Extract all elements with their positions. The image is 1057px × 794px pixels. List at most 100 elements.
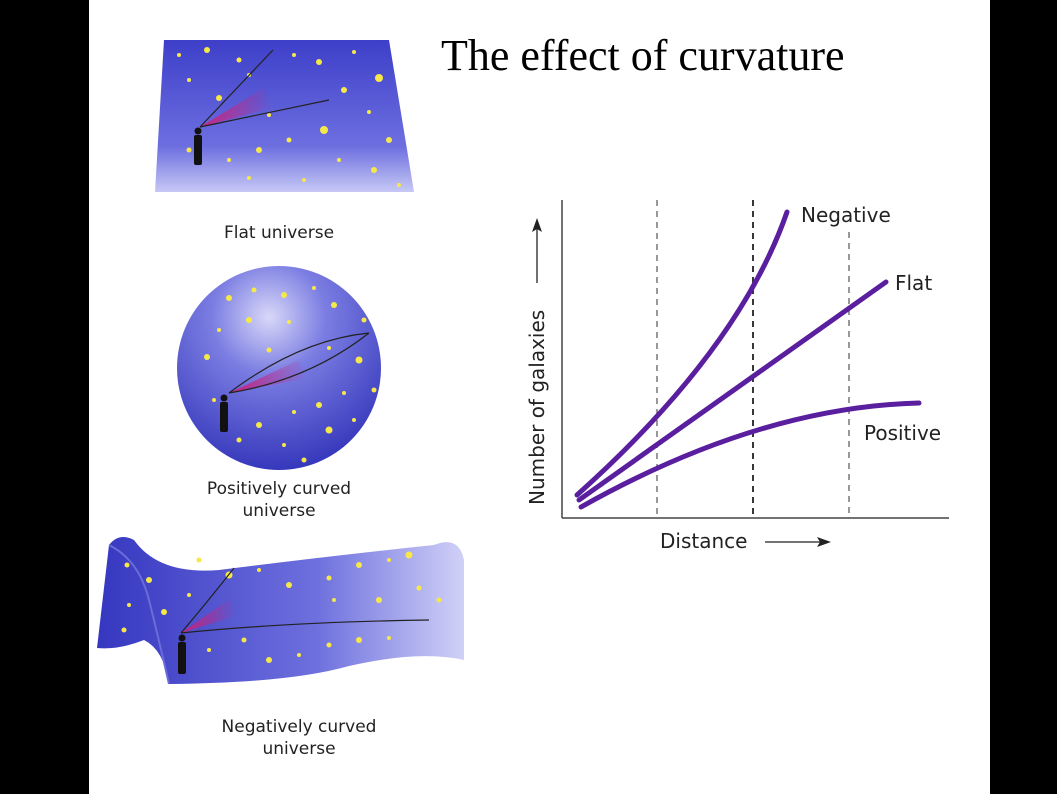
curve-positive bbox=[578, 400, 922, 510]
star-icon bbox=[337, 158, 341, 162]
star-icon bbox=[204, 354, 210, 360]
observer-icon bbox=[194, 127, 202, 165]
caption-flat-universe: Flat universe bbox=[223, 223, 335, 243]
star-icon bbox=[356, 637, 362, 643]
x-axis-arrow-icon bbox=[765, 537, 831, 547]
star-icon bbox=[352, 418, 356, 422]
star-icon bbox=[282, 443, 286, 447]
star-icon bbox=[371, 387, 377, 393]
star-field bbox=[177, 47, 401, 187]
y-axis-arrow-icon bbox=[532, 218, 542, 283]
y-axis-label: Number of galaxies bbox=[525, 310, 549, 505]
x-axis-label: Distance bbox=[660, 529, 747, 553]
illustration: Negative Flat Positive Distance Number o… bbox=[97, 40, 949, 685]
star-icon bbox=[342, 391, 346, 395]
star-icon bbox=[161, 609, 167, 615]
star-icon bbox=[397, 183, 401, 187]
positive-universe-illustration bbox=[177, 266, 381, 470]
star-icon bbox=[341, 87, 347, 93]
flat-universe-illustration bbox=[155, 40, 414, 192]
star-icon bbox=[376, 597, 382, 603]
curve-label-flat: Flat bbox=[895, 271, 932, 295]
star-icon bbox=[375, 74, 383, 82]
star-icon bbox=[327, 346, 331, 350]
star-icon bbox=[316, 402, 322, 408]
star-icon bbox=[326, 575, 332, 581]
star-icon bbox=[251, 287, 257, 293]
caption-line: Positively curved bbox=[206, 479, 352, 499]
curve-label-positive: Positive bbox=[864, 421, 941, 445]
star-icon bbox=[212, 398, 216, 402]
star-icon bbox=[127, 603, 131, 607]
star-icon bbox=[316, 59, 322, 65]
curve-flat bbox=[576, 279, 889, 503]
observer-icon bbox=[178, 634, 186, 674]
star-icon bbox=[312, 286, 316, 290]
page-title: The effect of curvature bbox=[441, 31, 845, 80]
star-icon bbox=[187, 593, 191, 597]
star-icon bbox=[371, 167, 377, 173]
star-icon bbox=[196, 557, 202, 563]
star-icon bbox=[352, 50, 356, 54]
star-icon bbox=[287, 320, 291, 324]
star-icon bbox=[226, 295, 232, 301]
star-icon bbox=[286, 582, 292, 588]
star-icon bbox=[332, 598, 336, 602]
star-icon bbox=[387, 558, 391, 562]
star-icon bbox=[356, 562, 362, 568]
star-icon bbox=[216, 95, 222, 101]
star-icon bbox=[266, 347, 272, 353]
star-icon bbox=[367, 110, 371, 114]
star-icon bbox=[286, 137, 292, 143]
star-field bbox=[204, 286, 377, 463]
star-icon bbox=[387, 636, 391, 640]
star-icon bbox=[256, 422, 262, 428]
star-field bbox=[121, 551, 442, 663]
caption-negative-universe: Negatively curved universe bbox=[179, 716, 419, 760]
negative-universe-illustration bbox=[97, 536, 464, 685]
star-icon bbox=[281, 292, 287, 298]
galaxy-count-graph: Negative Flat Positive Distance Number o… bbox=[525, 200, 949, 553]
star-icon bbox=[266, 657, 272, 663]
caption-line: universe bbox=[262, 739, 336, 759]
star-icon bbox=[355, 356, 363, 364]
observer-icon bbox=[220, 394, 228, 432]
caption-positive-universe: Positively curved universe bbox=[159, 478, 399, 522]
star-icon bbox=[320, 126, 328, 134]
star-icon bbox=[124, 562, 130, 568]
star-icon bbox=[217, 328, 221, 332]
star-icon bbox=[292, 53, 296, 57]
star-icon bbox=[207, 648, 211, 652]
star-icon bbox=[186, 147, 192, 153]
star-icon bbox=[405, 551, 413, 559]
star-icon bbox=[292, 410, 296, 414]
star-icon bbox=[257, 568, 261, 572]
star-icon bbox=[436, 597, 442, 603]
star-icon bbox=[302, 178, 306, 182]
star-icon bbox=[361, 317, 367, 323]
star-icon bbox=[267, 113, 271, 117]
star-icon bbox=[241, 637, 247, 643]
caption-line: universe bbox=[242, 501, 316, 521]
curve-label-negative: Negative bbox=[801, 203, 891, 227]
star-icon bbox=[177, 53, 181, 57]
star-icon bbox=[204, 47, 210, 53]
star-icon bbox=[121, 627, 127, 633]
star-icon bbox=[236, 57, 242, 63]
star-icon bbox=[386, 137, 392, 143]
star-icon bbox=[146, 577, 152, 583]
star-icon bbox=[297, 653, 301, 657]
star-icon bbox=[247, 176, 251, 180]
star-icon bbox=[326, 642, 332, 648]
star-icon bbox=[331, 302, 337, 308]
star-icon bbox=[416, 585, 422, 591]
star-icon bbox=[301, 457, 307, 463]
star-icon bbox=[227, 158, 231, 162]
star-icon bbox=[325, 426, 333, 434]
star-icon bbox=[246, 317, 252, 323]
caption-line: Negatively curved bbox=[221, 717, 377, 737]
curve-negative bbox=[574, 209, 790, 498]
star-icon bbox=[256, 147, 262, 153]
slide: Negative Flat Positive Distance Number o… bbox=[89, 0, 990, 794]
star-icon bbox=[187, 78, 191, 82]
